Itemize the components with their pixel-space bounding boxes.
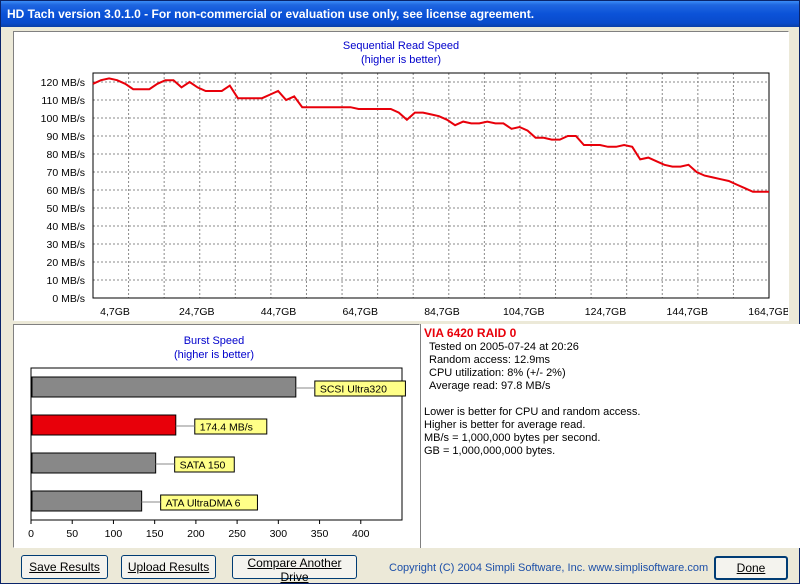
read-y-tick-label: 120 MB/s (41, 77, 85, 89)
upload-results-button[interactable]: Upload Results (121, 555, 216, 579)
read-y-tick-label: 10 MB/s (46, 275, 85, 287)
burst-chart-subtitle: (higher is better) (174, 349, 254, 361)
burst-x-tick-label: 100 (105, 528, 123, 540)
burst-x-tick-label: 200 (187, 528, 205, 540)
burst-x-tick-label: 0 (28, 528, 34, 540)
read-x-tick-label: 84,7GB (424, 306, 460, 318)
note-gb-definition: GB = 1,000,000,000 bytes. (424, 445, 556, 457)
burst-bar (31, 452, 157, 474)
burst-x-tick-label: 150 (146, 528, 164, 540)
drive-name: VIA 6420 RAID 0 (424, 326, 517, 340)
burst-bar-label: SCSI Ultra320 (320, 384, 387, 396)
note-mbs-definition: MB/s = 1,000,000 bytes per second. (424, 432, 601, 444)
read-y-tick-label: 110 MB/s (41, 95, 85, 107)
random-access: Random access: 12.9ms (429, 354, 551, 366)
read-chart-subtitle: (higher is better) (361, 54, 441, 66)
read-chart-title: Sequential Read Speed (343, 40, 459, 52)
burst-x-tick-label: 350 (311, 528, 329, 540)
read-y-tick-label: 80 MB/s (46, 149, 85, 161)
burst-x-tick-label: 250 (228, 528, 246, 540)
tested-date: Tested on 2005-07-24 at 20:26 (429, 341, 579, 353)
window-title: HD Tach version 3.0.1.0 - For non-commer… (7, 7, 535, 21)
burst-chart-title: Burst Speed (184, 335, 245, 347)
read-chart-panel: Sequential Read Speed (higher is better)… (13, 31, 789, 321)
copyright-text: Copyright (C) 2004 Simpli Software, Inc.… (389, 562, 709, 574)
burst-bar-label: SATA 150 (180, 460, 226, 472)
read-x-tick-label: 104,7GB (503, 306, 544, 318)
read-x-tick-label: 124,7GB (585, 306, 626, 318)
save-results-button[interactable]: Save Results (21, 555, 108, 579)
read-y-tick-label: 40 MB/s (46, 221, 85, 233)
compare-drive-button[interactable]: Compare Another Drive (232, 555, 357, 584)
average-read: Average read: 97.8 MB/s (429, 380, 551, 392)
burst-bar (31, 376, 297, 398)
read-x-tick-label: 24,7GB (179, 306, 215, 318)
burst-bar-label: 174.4 MB/s (200, 422, 253, 434)
note-higher-better: Higher is better for average read. (424, 419, 586, 431)
burst-x-tick-label: 400 (352, 528, 370, 540)
burst-chart: Burst Speed (higher is better) SCSI Ultr… (28, 335, 406, 540)
read-x-tick-label: 164,7GB (748, 306, 788, 318)
read-x-tick-label: 44,7GB (261, 306, 297, 318)
burst-x-tick-label: 300 (270, 528, 288, 540)
read-y-tick-label: 0 MB/s (52, 293, 85, 305)
burst-chart-panel: Burst Speed (higher is better) SCSI Ultr… (13, 324, 420, 548)
read-chart: Sequential Read Speed (higher is better)… (41, 40, 788, 318)
burst-bar (31, 490, 143, 512)
read-y-tick-label: 90 MB/s (46, 131, 85, 143)
read-x-tick-label: 144,7GB (667, 306, 708, 318)
read-x-tick-label: 4,7GB (100, 306, 130, 318)
note-lower-better: Lower is better for CPU and random acces… (424, 406, 641, 418)
burst-bar-label: ATA UltraDMA 6 (166, 498, 241, 510)
burst-x-tick-label: 50 (66, 528, 78, 540)
read-x-tick-label: 64,7GB (342, 306, 378, 318)
read-y-tick-label: 70 MB/s (46, 167, 85, 179)
read-y-tick-label: 60 MB/s (46, 185, 85, 197)
read-y-tick-label: 20 MB/s (46, 257, 85, 269)
read-speed-line (92, 77, 769, 193)
read-y-tick-label: 30 MB/s (46, 239, 85, 251)
read-y-tick-label: 100 MB/s (41, 113, 85, 125)
read-y-tick-label: 50 MB/s (46, 203, 85, 215)
results-info-panel: VIA 6420 RAID 0 Tested on 2005-07-24 at … (420, 324, 800, 548)
done-button[interactable]: Done (714, 556, 788, 580)
burst-bar (31, 414, 177, 436)
title-bar: HD Tach version 3.0.1.0 - For non-commer… (1, 1, 799, 27)
cpu-utilization: CPU utilization: 8% (+/- 2%) (429, 367, 566, 379)
